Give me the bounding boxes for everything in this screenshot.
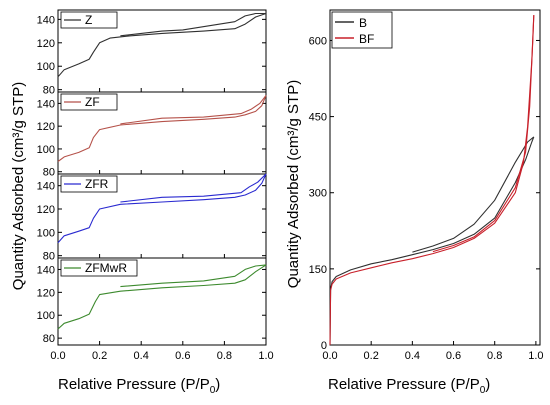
panel-zfr: 80 100 120 140 ZFR <box>37 173 267 263</box>
y-tick-label: 140 <box>37 14 55 26</box>
x-tick-label: 0.8 <box>487 350 502 362</box>
panel-b-bf: 0 150 300 450 600 0.0 0.2 0.4 0.6 0.8 1.0 B BF <box>309 9 544 362</box>
right-y-axis-label: Quantity Adsorbed (cm³/g STP) <box>285 80 302 288</box>
series-line-zfr-desorption <box>120 173 267 203</box>
x-tick-label: 0.4 <box>405 350 420 362</box>
left-x-axis-label-subscript: 0 <box>210 385 216 396</box>
x-tick-label: 0.0 <box>322 350 337 362</box>
legend-label: ZF <box>85 95 100 109</box>
y-tick-label: 100 <box>37 61 55 73</box>
y-tick-label: 450 <box>309 112 327 124</box>
x-tick-label: 0.8 <box>217 350 232 362</box>
series-line-b-bf-desorption <box>432 15 535 253</box>
series-line-zfmwr-adsorption <box>57 264 267 330</box>
panel-zfmwr: 80 100 120 140 0.0 0.2 0.4 0.6 0.8 1.0 ZFMwR <box>37 257 274 362</box>
legend-label: B <box>359 16 367 30</box>
legend-box <box>60 175 118 193</box>
y-tick-label: 120 <box>37 287 55 299</box>
right-x-axis-label-end: ) <box>485 376 490 393</box>
x-tick-label: 1.0 <box>258 350 273 362</box>
x-tick-label: 0.6 <box>175 350 190 362</box>
left-y-axis-label: Quantity Adsorbed (cm³/g STP) <box>10 82 27 290</box>
y-tick-label: 80 <box>43 333 55 345</box>
right-x-axis-label: Relative Pressure (P/P0) <box>328 376 490 396</box>
series-line-z-desorption <box>120 12 266 37</box>
y-tick-label: 0 <box>321 340 327 352</box>
y-tick-label: 80 <box>43 167 55 179</box>
series-line-b-adsorption <box>329 136 535 346</box>
legend-box <box>60 259 138 277</box>
right-x-axis-label-subscript: 0 <box>480 385 486 396</box>
panel-zf: 80 100 120 140 ZF <box>37 91 267 179</box>
legend-label: Z <box>85 13 92 27</box>
y-tick-label: 100 <box>37 144 55 156</box>
y-tick-label: 140 <box>37 98 55 110</box>
y-tick-label: 150 <box>309 264 327 276</box>
y-tick-label: 600 <box>309 35 327 47</box>
x-tick-label: 0.4 <box>134 350 149 362</box>
y-tick-label: 80 <box>43 251 55 263</box>
y-tick-label: 120 <box>37 38 55 50</box>
y-tick-label: 80 <box>43 85 55 97</box>
left-x-axis-label: Relative Pressure (P/P0) <box>58 376 220 396</box>
right-x-axis-label-main: Relative Pressure (P/P <box>328 376 480 393</box>
y-tick-label: 100 <box>37 227 55 239</box>
y-tick-label: 300 <box>309 188 327 200</box>
series-line-bf-adsorption <box>329 15 535 346</box>
legend-label: BF <box>359 32 374 46</box>
y-tick-label: 100 <box>37 310 55 322</box>
plot-frame <box>329 9 541 346</box>
y-tick-label: 120 <box>37 204 55 216</box>
x-tick-label: 0.0 <box>50 350 65 362</box>
y-tick-label: 140 <box>37 181 55 193</box>
series-line-zfr-adsorption <box>57 173 267 244</box>
legend-box <box>331 11 393 49</box>
legend-box <box>60 11 118 29</box>
series-line-zf-desorption <box>120 95 267 125</box>
y-tick-label: 140 <box>37 264 55 276</box>
legend-label: ZFMwR <box>85 261 127 275</box>
x-tick-label: 0.2 <box>364 350 379 362</box>
legend-label: ZFR <box>85 177 109 191</box>
y-tick-label: 120 <box>37 121 55 133</box>
x-tick-label: 1.0 <box>528 350 543 362</box>
x-tick-label: 0.6 <box>446 350 461 362</box>
plot-frame <box>57 257 267 346</box>
left-x-axis-label-main: Relative Pressure (P/P <box>58 376 210 393</box>
series-line-zf-adsorption <box>57 95 267 162</box>
legend-box <box>60 93 118 111</box>
panel-z: 80 100 120 140 Z <box>37 9 267 97</box>
left-x-axis-label-end: ) <box>215 376 220 393</box>
series-line-z-adsorption <box>57 12 267 78</box>
x-tick-label: 0.2 <box>92 350 107 362</box>
series-line-zfmwr-desorption <box>120 264 267 288</box>
